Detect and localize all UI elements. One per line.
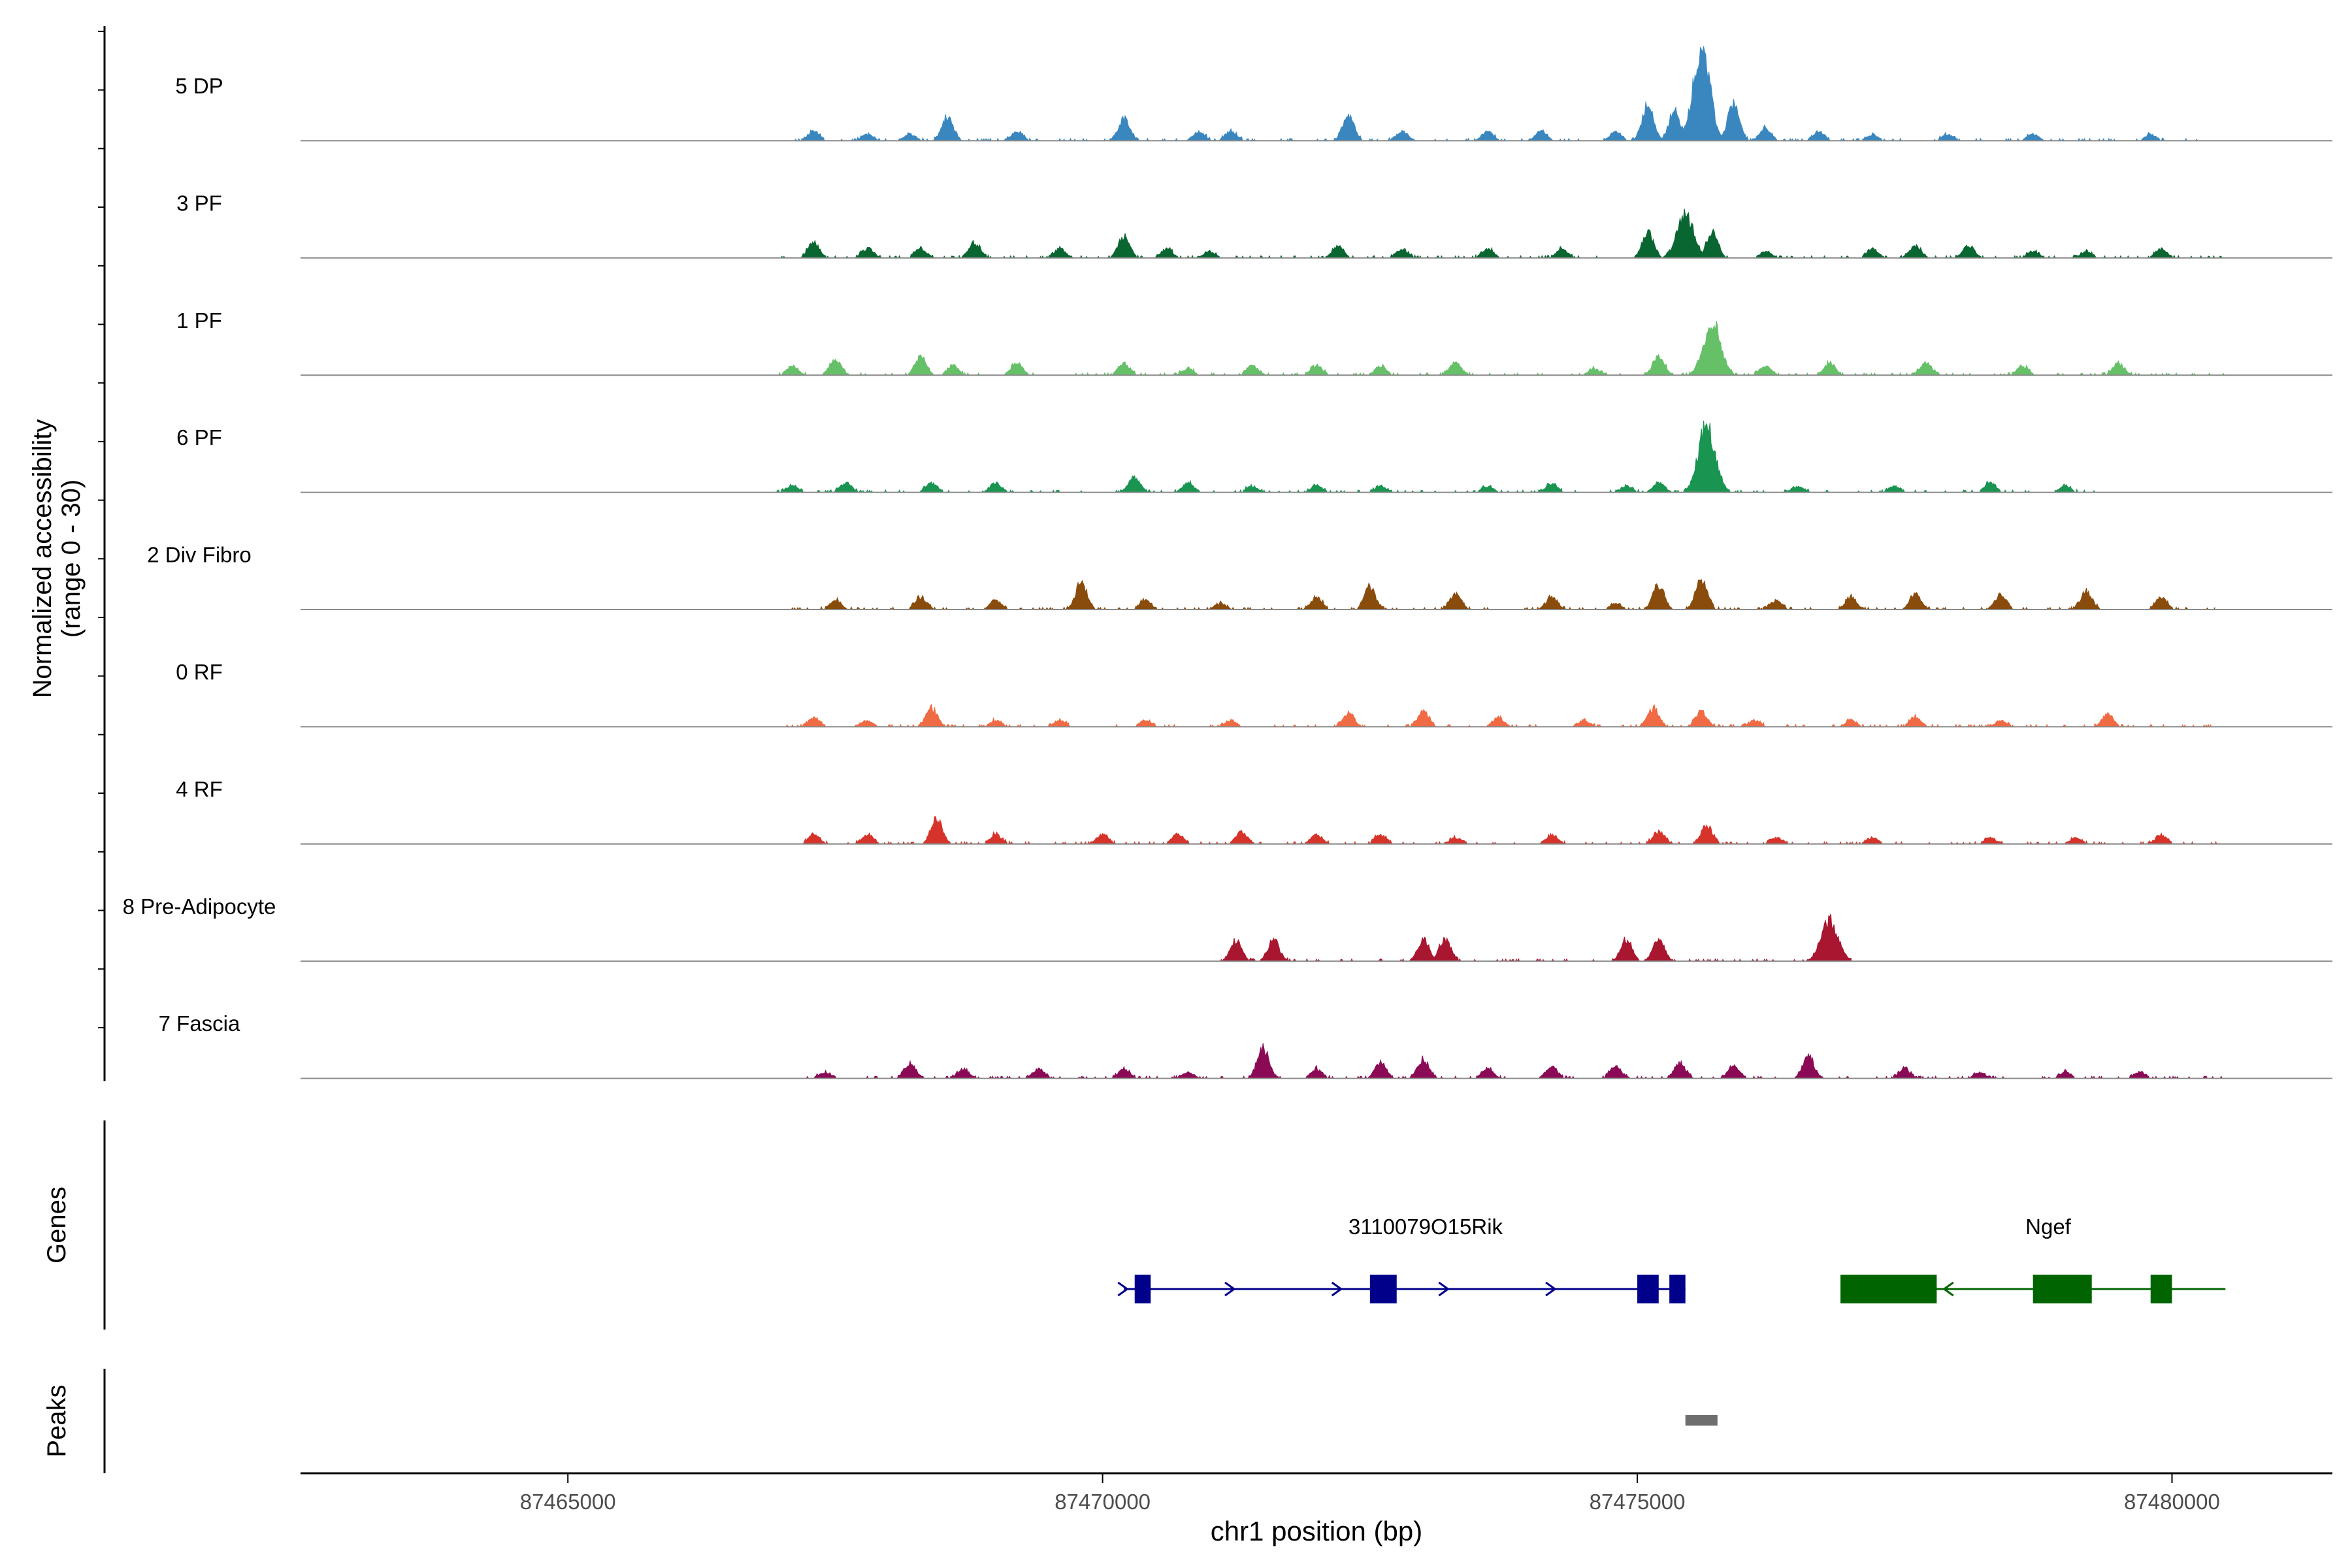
peak-region [1685,1415,1718,1426]
coverage-area-2-div-fibro [771,579,2215,611]
x-tick-label: 87480000 [2124,1490,2220,1514]
x-axis-label: chr1 position (bp) [1211,1516,1423,1546]
y-axis-label-line2: (range 0 - 30) [57,480,86,638]
gene-strand-arrow [1942,1281,1954,1297]
track-5-dp [301,46,2332,142]
gene-exon [1369,1275,1397,1303]
gene-strand-arrow [1331,1281,1343,1297]
coverage-area-7-fascia [803,1043,2226,1079]
coverage-area-8-pre-adipocyte [1219,913,1852,962]
track-1-pf [301,321,2332,376]
coverage-tracks [301,46,2332,1079]
x-tick-label: 87465000 [520,1490,616,1514]
peaks-axis-label: Peaks [42,1384,71,1457]
gene-strand-arrow [1641,1281,1654,1297]
track-4-rf [301,816,2332,845]
gene-exon [1669,1275,1686,1303]
coverage-area-1-pf [771,321,2226,376]
track-label: 4 RF [176,777,223,801]
track-0-rf [301,704,2332,728]
gene-exon [1134,1275,1151,1303]
gene-strand-arrow [1438,1281,1450,1297]
gene-exon [2150,1275,2172,1303]
x-axis-ticks: 87465000 87470000 87475000 87480000 [520,1473,2220,1514]
track-label: 3 PF [176,191,222,215]
x-tick-label: 87475000 [1590,1490,1686,1514]
track-label: 6 PF [176,425,222,449]
peaks-panel [1685,1415,1718,1426]
track-label: 7 Fascia [159,1011,240,1036]
axes: 87465000 87470000 87475000 87480000 [98,26,2332,1514]
track-label: 0 RF [176,660,223,684]
gene-exon [1840,1275,1937,1303]
track-7-fascia [301,1043,2332,1079]
coverage-area-3-pf [781,208,2226,259]
y-axis-label-line1: Normalized accessibility [28,419,57,698]
gene-3110079o15rik: 3110079O15Rik [1117,1215,1686,1303]
track-label: 2 Div Fibro [147,543,252,567]
track-label: 8 Pre-Adipocyte [123,894,276,919]
x-tick-label: 87470000 [1054,1490,1151,1514]
gene-strand-arrow [1224,1281,1236,1297]
coverage-area-0-rf [781,704,2226,728]
genes-axis-label: Genes [42,1186,71,1264]
gene-label: 3110079O15Rik [1348,1215,1503,1239]
coverage-area-6-pf [771,420,2097,493]
gene-ngef: Ngef [1840,1215,2226,1303]
track-label: 1 PF [176,308,222,333]
track-8-pre-adipocyte [301,913,2332,962]
track-labels: 5 DP 3 PF 1 PF 6 PF 2 Div Fibro 0 RF 4 RF 8 Pre… [123,74,276,1036]
y-axis-ticks [98,31,105,1028]
gene-label: Ngef [2025,1215,2072,1239]
gene-strand-arrow [1545,1281,1557,1297]
track-6-pf [301,420,2332,493]
coverage-area-4-rf [781,816,2226,845]
genes-panel: 3110079O15Rik Ngef [1117,1215,2226,1303]
gene-exon [2033,1275,2092,1303]
gene-strand-arrow [1117,1281,1129,1297]
track-2-div-fibro [301,579,2332,611]
gene-exon [1637,1275,1659,1303]
track-3-pf [301,208,2332,259]
track-label: 5 DP [175,74,223,98]
coverage-area-5-dp [781,46,2226,142]
